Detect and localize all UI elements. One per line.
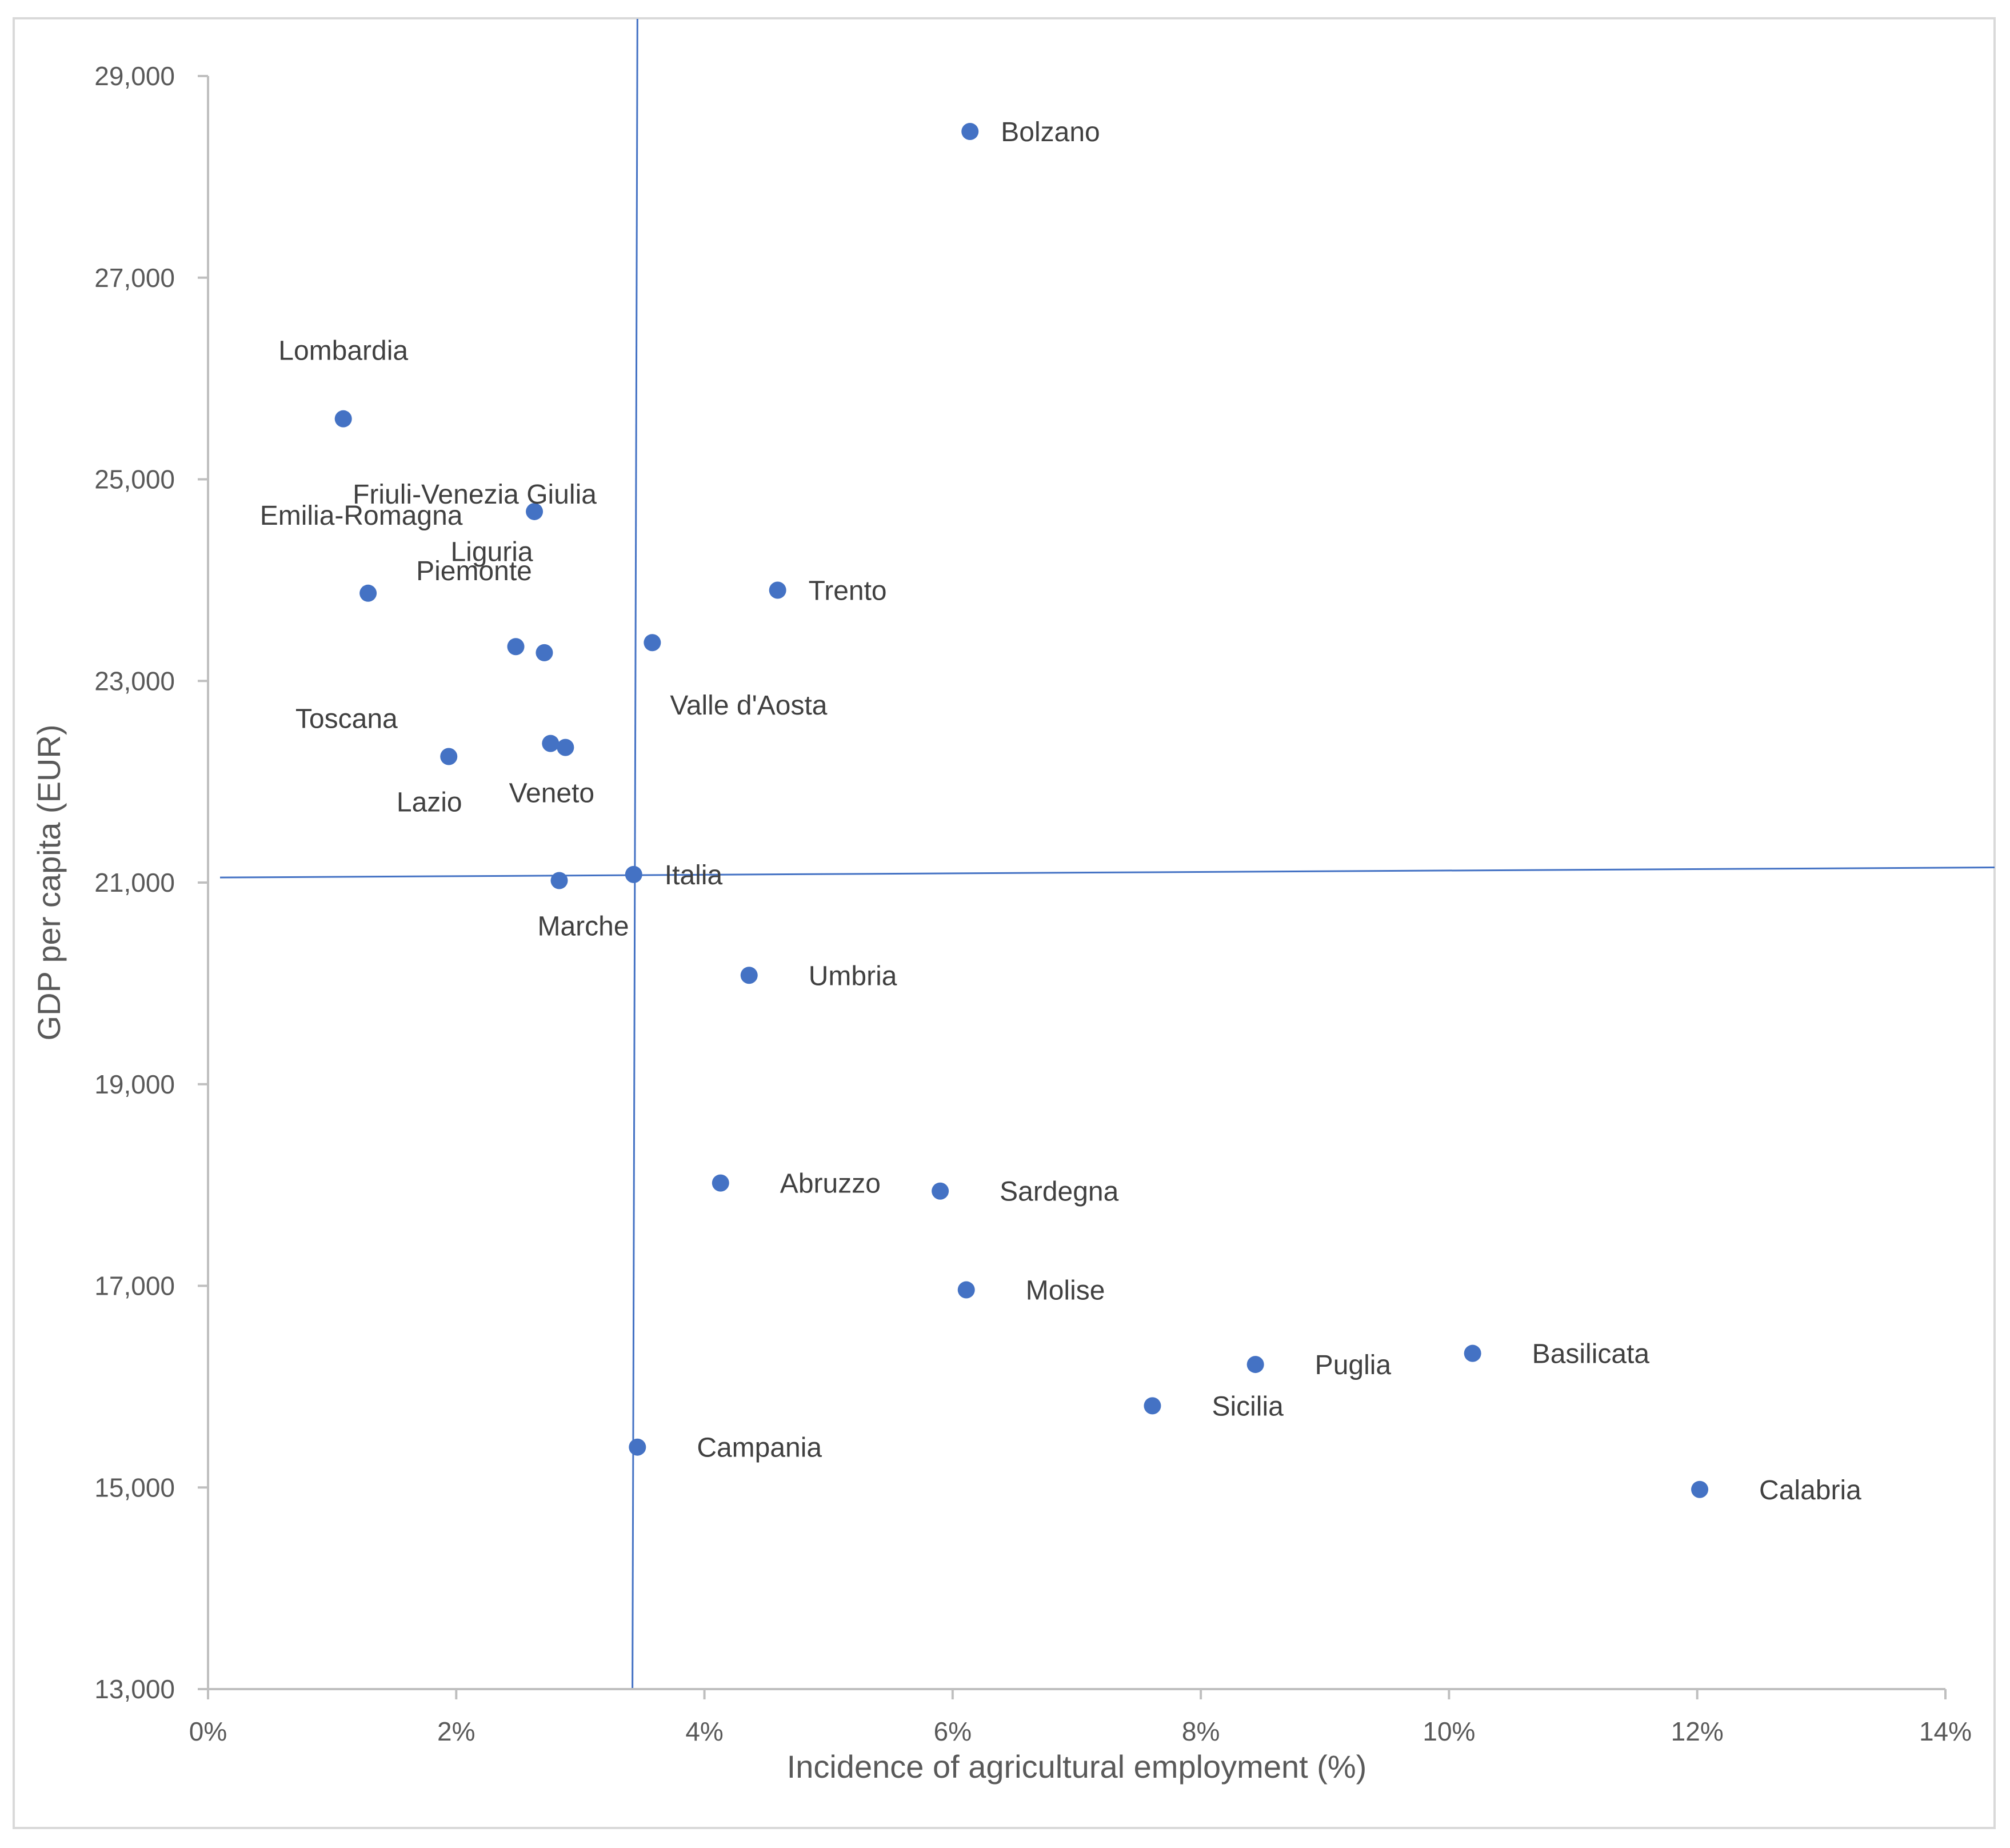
y-tick-label: 27,000 (94, 263, 175, 293)
point-lazio (440, 748, 458, 765)
y-tick-label: 21,000 (94, 868, 175, 897)
point-basilicata (1464, 1344, 1481, 1362)
point-trento (769, 581, 786, 599)
point-toscana (542, 735, 560, 752)
point-liguria (507, 638, 525, 656)
vertical-reference-line (632, 18, 638, 1690)
label-trento: Trento (809, 576, 887, 606)
axes (207, 76, 1945, 1690)
point-labels: Bolzano Lombardia Friuli-Venezia GiuliaEmi… (260, 117, 1861, 1506)
label-puglia: Puglia (1315, 1350, 1392, 1380)
point-piemonte (536, 644, 553, 661)
label-friuli-venezia-giulia: Friuli-Venezia Giulia (353, 480, 597, 510)
label-toscana: Toscana (295, 704, 398, 735)
y-tick-label: 23,000 (94, 666, 175, 696)
label-emilia-romagna: Emilia-Romagna (260, 501, 463, 531)
y-tick-label: 17,000 (94, 1271, 175, 1301)
x-axis-title: Incidence of agricultural employment (%) (787, 1749, 1367, 1785)
point-italia (625, 865, 642, 883)
x-tick-label: 14% (1919, 1717, 1972, 1746)
x-tick-label: 12% (1671, 1717, 1724, 1746)
label-liguria: Liguria (450, 537, 533, 567)
x-tick-label: 0% (189, 1717, 227, 1746)
point-campania (629, 1438, 646, 1456)
data-points (334, 123, 1709, 1498)
reference-lines (219, 18, 1995, 1690)
label-basilicata: Basilicata (1532, 1339, 1650, 1370)
label-valle-d-aosta: Valle d'Aosta (670, 690, 827, 721)
label-umbria: Umbria (809, 961, 897, 991)
x-axis-ticks: 0% 2% 4% 6% 8% 10% 12% 14% (189, 1689, 1972, 1746)
point-umbria (740, 967, 758, 984)
label-molise: Molise (1026, 1276, 1105, 1306)
point-calabria (1691, 1480, 1709, 1498)
label-italia: Italia (665, 860, 723, 891)
horizontal-reference-line (219, 867, 1995, 879)
point-sicilia (1144, 1397, 1161, 1415)
point-abruzzo (712, 1174, 729, 1192)
point-molise (957, 1281, 975, 1299)
y-tick-label: 15,000 (94, 1472, 175, 1502)
y-axis-title: GDP per capita (EUR) (31, 725, 67, 1041)
y-tick-label: 29,000 (94, 61, 175, 91)
y-tick-label: 19,000 (94, 1069, 175, 1099)
point-veneto (557, 739, 574, 756)
point-emilia-romagna (359, 584, 377, 602)
point-bolzano (961, 123, 979, 141)
label-piemonte: Piemonte (416, 556, 532, 586)
x-tick-label: 10% (1422, 1717, 1475, 1746)
x-tick-label: 4% (685, 1717, 723, 1746)
label-marche: Marche (537, 911, 629, 941)
label-campania: Campania (697, 1433, 822, 1463)
point-friuli-venezia-giulia (526, 502, 544, 520)
y-axis-ticks: 13,000 15,000 17,000 19,000 21,000 23,000 25,0… (94, 61, 208, 1704)
label-sardegna: Sardegna (1000, 1177, 1118, 1207)
y-tick-label: 13,000 (94, 1674, 175, 1704)
y-tick-label: 25,000 (94, 465, 175, 494)
point-sardegna (932, 1182, 949, 1200)
label-abruzzo: Abruzzo (780, 1169, 881, 1199)
x-tick-label: 6% (934, 1717, 972, 1746)
chart-frame (13, 17, 1996, 1829)
point-lombardia (334, 410, 352, 428)
label-veneto: Veneto (509, 779, 594, 809)
point-valle-d-aosta (644, 634, 661, 652)
label-bolzano: Bolzano (1001, 117, 1100, 147)
label-lazio: Lazio (397, 788, 462, 818)
label-lombardia: Lombardia (278, 336, 408, 366)
point-marche (550, 872, 568, 889)
x-tick-label: 8% (1182, 1717, 1220, 1746)
point-puglia (1246, 1356, 1264, 1374)
label-sicilia: Sicilia (1212, 1391, 1284, 1422)
label-calabria: Calabria (1759, 1475, 1861, 1506)
x-tick-label: 2% (437, 1717, 475, 1746)
